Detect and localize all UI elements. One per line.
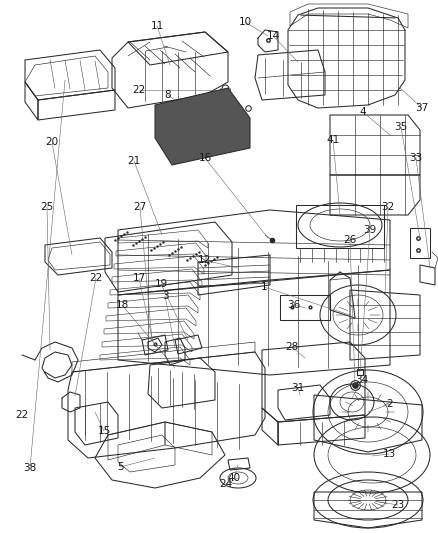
Text: 14: 14 <box>266 31 279 41</box>
Text: 15: 15 <box>97 426 111 436</box>
Text: 19: 19 <box>154 279 168 289</box>
Text: 16: 16 <box>198 153 212 163</box>
Text: 11: 11 <box>150 21 164 31</box>
Text: 39: 39 <box>364 225 377 235</box>
Text: 22: 22 <box>15 410 28 420</box>
Text: 31: 31 <box>291 383 304 393</box>
Text: 37: 37 <box>415 103 429 113</box>
Text: 32: 32 <box>381 202 395 212</box>
Text: 41: 41 <box>326 135 339 145</box>
Text: 28: 28 <box>286 342 299 352</box>
Text: 21: 21 <box>127 156 141 166</box>
Text: 35: 35 <box>394 122 408 132</box>
Text: 5: 5 <box>117 462 124 472</box>
Text: 25: 25 <box>40 202 53 212</box>
Text: 23: 23 <box>392 500 405 510</box>
Text: 2: 2 <box>387 399 393 409</box>
Text: 40: 40 <box>227 473 240 483</box>
Polygon shape <box>155 88 250 165</box>
Text: 12: 12 <box>198 255 211 265</box>
Text: 1: 1 <box>261 282 267 292</box>
Text: 18: 18 <box>115 300 129 310</box>
Text: 4: 4 <box>360 107 366 117</box>
Text: 20: 20 <box>46 137 59 147</box>
Text: 36: 36 <box>287 300 300 310</box>
Text: 8: 8 <box>165 90 171 100</box>
Text: 10: 10 <box>238 17 251 27</box>
Text: 38: 38 <box>23 463 37 473</box>
Text: 13: 13 <box>382 449 396 459</box>
Text: 22: 22 <box>132 85 145 95</box>
Text: 22: 22 <box>89 273 102 283</box>
Text: 33: 33 <box>410 153 423 163</box>
Text: 34: 34 <box>355 375 369 385</box>
Text: 24: 24 <box>219 479 233 489</box>
Text: 3: 3 <box>162 291 168 301</box>
Text: 26: 26 <box>343 235 357 245</box>
Text: 27: 27 <box>134 202 147 212</box>
Text: 17: 17 <box>132 273 145 283</box>
